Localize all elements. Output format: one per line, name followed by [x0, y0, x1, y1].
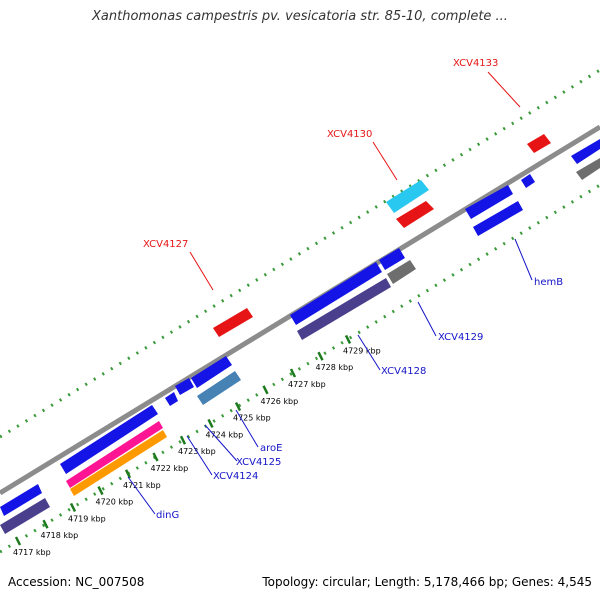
- gene-feature[interactable]: [70, 430, 167, 496]
- label-leaders: [127, 71, 533, 515]
- gene-features: [0, 134, 600, 534]
- tick-mark: [124, 469, 132, 479]
- tick-label: 4729 kbp: [343, 346, 381, 355]
- tick-label: 4722 kbp: [151, 464, 189, 473]
- gene-label[interactable]: XCV4133: [453, 58, 498, 69]
- tick-label: 4728 kbp: [316, 363, 354, 372]
- tick-label: 4726 kbp: [261, 397, 299, 406]
- tick-mark: [97, 486, 104, 496]
- tick-label: 4720 kbp: [96, 498, 134, 507]
- gene-feature[interactable]: [521, 174, 535, 188]
- gene-feature[interactable]: [379, 248, 405, 270]
- tick-mark: [207, 418, 214, 428]
- tick-mark: [179, 435, 187, 445]
- gene-label[interactable]: XCV4128: [381, 366, 426, 377]
- gene-feature[interactable]: [60, 405, 158, 474]
- gene-label[interactable]: XCV4125: [236, 457, 281, 468]
- gene-feature[interactable]: [387, 260, 416, 284]
- tick-mark: [152, 452, 159, 462]
- tick-label: 4718 kbp: [41, 531, 79, 540]
- gene-feature[interactable]: [213, 308, 253, 337]
- gene-labels: XCV4133 XCV4130 XCV4127 hemB XCV4129 XCV…: [143, 58, 563, 521]
- outer-tick-ring: [0, 68, 600, 439]
- gene-feature[interactable]: [0, 498, 50, 534]
- inner-tick-ring: [0, 183, 600, 554]
- tick-mark: [234, 402, 242, 412]
- gene-feature[interactable]: [175, 378, 194, 395]
- gene-feature[interactable]: [386, 180, 429, 213]
- tick-label: 4721 kbp: [123, 481, 161, 490]
- tick-mark: [289, 368, 297, 378]
- gene-feature[interactable]: [297, 278, 391, 340]
- tick-mark: [344, 334, 352, 344]
- kbp-ticks: 4717 kbp 4718 kbp 4719 kbp 4720 kbp 4721 kbp…: [13, 334, 381, 557]
- gene-feature[interactable]: [527, 134, 551, 153]
- gene-label[interactable]: XCV4130: [327, 129, 372, 140]
- tick-label: 4727 kbp: [288, 380, 326, 389]
- gene-feature[interactable]: [0, 484, 42, 516]
- gene-feature[interactable]: [290, 262, 382, 325]
- tick-mark: [262, 385, 269, 395]
- gene-feature[interactable]: [396, 201, 434, 228]
- gene-feature[interactable]: [191, 356, 232, 388]
- tick-label: 4719 kbp: [68, 514, 106, 523]
- tick-mark: [69, 502, 77, 512]
- tick-label: 4717 kbp: [13, 548, 51, 557]
- gene-label[interactable]: hemB: [534, 277, 563, 288]
- gene-feature[interactable]: [571, 139, 600, 164]
- gene-label[interactable]: XCV4127: [143, 239, 188, 250]
- map-title: Xanthomonas campestris pv. vesicatoria s…: [92, 9, 508, 24]
- gene-feature[interactable]: [576, 158, 600, 180]
- tick-mark: [14, 536, 22, 546]
- tick-mark: [42, 519, 49, 529]
- gene-label[interactable]: XCV4124: [213, 471, 258, 482]
- gene-feature[interactable]: [197, 371, 241, 405]
- gene-label[interactable]: aroE: [260, 443, 282, 454]
- gene-label[interactable]: dinG: [156, 510, 179, 521]
- tick-mark: [317, 351, 324, 361]
- gene-feature[interactable]: [66, 421, 163, 488]
- gene-feature[interactable]: [473, 201, 523, 236]
- accession-text: Accession: NC_007508: [8, 575, 145, 589]
- gene-feature[interactable]: [165, 392, 178, 406]
- tick-label: 4725 kbp: [233, 414, 271, 423]
- gene-feature[interactable]: [465, 185, 513, 219]
- gene-label[interactable]: XCV4129: [438, 332, 483, 343]
- genome-summary-text: Topology: circular; Length: 5,178,466 bp…: [262, 575, 592, 589]
- tick-label: 4724 kbp: [206, 430, 244, 439]
